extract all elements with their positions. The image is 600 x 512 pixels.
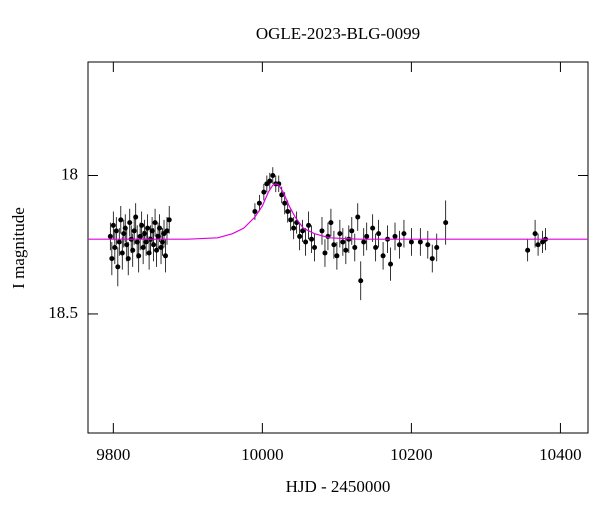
data-point [136,253,142,259]
data-point [130,247,136,253]
data-point [425,242,431,248]
data-point [256,200,262,206]
data-point [376,231,382,237]
data-point [297,233,303,239]
data-point [113,228,119,234]
data-point [401,231,407,237]
data-point [282,200,288,206]
data-point [139,222,145,228]
data-point [125,256,131,262]
y-tick-label: 18.5 [48,303,78,322]
data-point [109,256,115,262]
data-point [334,253,340,259]
data-point [291,225,297,231]
x-tick-label: 10000 [241,445,284,464]
data-point [309,236,315,242]
data-point [151,242,157,248]
data-point [532,231,538,237]
data-point [408,239,414,245]
x-tick-label: 10400 [539,445,582,464]
data-point [396,242,402,248]
data-point [164,228,170,234]
y-axis-label: I magnitude [9,207,28,289]
data-point [349,228,355,234]
data-point [392,233,398,239]
data-point [373,245,379,250]
data-point [162,253,168,259]
data-point [157,225,163,231]
x-tick-label: 9800 [96,445,130,464]
data-point [303,239,309,245]
data-point [380,253,386,259]
data-point [434,245,440,250]
data-point [535,242,541,248]
data-point [285,209,291,215]
data-point [119,250,125,256]
data-point [358,278,364,284]
data-point [388,261,394,267]
data-point [337,231,343,237]
data-point [110,222,116,228]
model-curve [88,183,588,240]
data-point [107,233,113,239]
data-point [267,178,273,184]
data-point [443,220,449,226]
data-point [252,209,258,215]
data-point [152,220,158,226]
plot-frame [87,61,589,434]
data-point [331,242,337,248]
data-point [355,214,361,220]
data-point [166,217,172,223]
data-point [300,228,306,234]
data-point [306,222,312,228]
data-point [118,217,124,223]
x-axis-label: HJD - 2450000 [286,477,391,496]
data-point [364,233,370,239]
data-point [343,247,349,253]
y-tick-label: 18 [61,164,78,183]
data-point [261,189,267,195]
x-tick-label: 10200 [390,445,433,464]
data-point [279,192,285,198]
data-point [115,264,121,270]
chart-title: OGLE-2023-BLG-0099 [256,24,420,43]
data-point [288,217,294,223]
data-point [525,247,531,253]
data-point [340,239,346,245]
data-point [112,245,118,250]
data-point [319,228,325,234]
data-point [270,173,276,179]
data-point [116,239,122,245]
data-point [361,239,367,245]
data-point [429,256,435,262]
data-point [145,225,151,231]
data-point [328,220,334,226]
data-point [322,250,328,256]
data-point [133,214,139,220]
data-point [352,245,358,250]
data-point [417,239,423,245]
data-point [370,225,376,231]
data-point [127,220,133,226]
data-point [312,245,318,250]
